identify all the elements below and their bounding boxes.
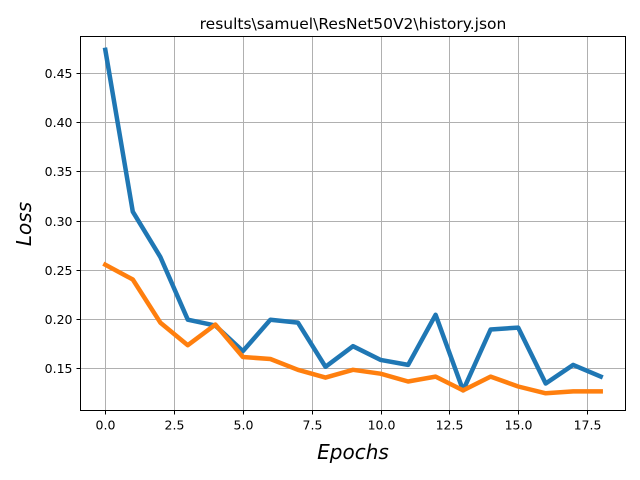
y-tick-label: 0.40 (45, 115, 73, 130)
x-tick-label: 7.5 (303, 418, 323, 433)
grid (80, 36, 626, 411)
x-tick-label: 0.0 (96, 418, 116, 433)
plot-frame (80, 36, 626, 411)
x-axis-label: Epochs (317, 440, 389, 464)
y-tick-label: 0.35 (45, 164, 73, 179)
series-layer (102, 47, 604, 396)
y-tick-label: 0.30 (45, 214, 73, 229)
series-2-line (102, 261, 603, 396)
x-tick-label: 12.5 (436, 418, 464, 433)
y-tick-label: 0.15 (45, 361, 73, 376)
ticks (76, 73, 588, 415)
x-tick-label: 5.0 (234, 418, 254, 433)
y-tick-label: 0.20 (45, 312, 73, 327)
x-tick-labels: 0.0 2.5 5.0 7.5 10.0 12.5 15.0 17.5 (96, 418, 602, 433)
x-tick-label: 2.5 (165, 418, 185, 433)
chart-title: results\samuel\ResNet50V2\history.json (200, 15, 507, 33)
x-tick-label: 10.0 (368, 418, 396, 433)
x-tick-label: 17.5 (574, 418, 602, 433)
y-axis-label: Loss (12, 202, 36, 246)
series-1-line (102, 47, 604, 393)
x-tick-label: 15.0 (505, 418, 533, 433)
y-tick-label: 0.45 (45, 66, 73, 81)
y-tick-label: 0.25 (45, 263, 73, 278)
y-tick-labels: 0.15 0.20 0.25 0.30 0.35 0.40 0.45 (45, 66, 73, 376)
